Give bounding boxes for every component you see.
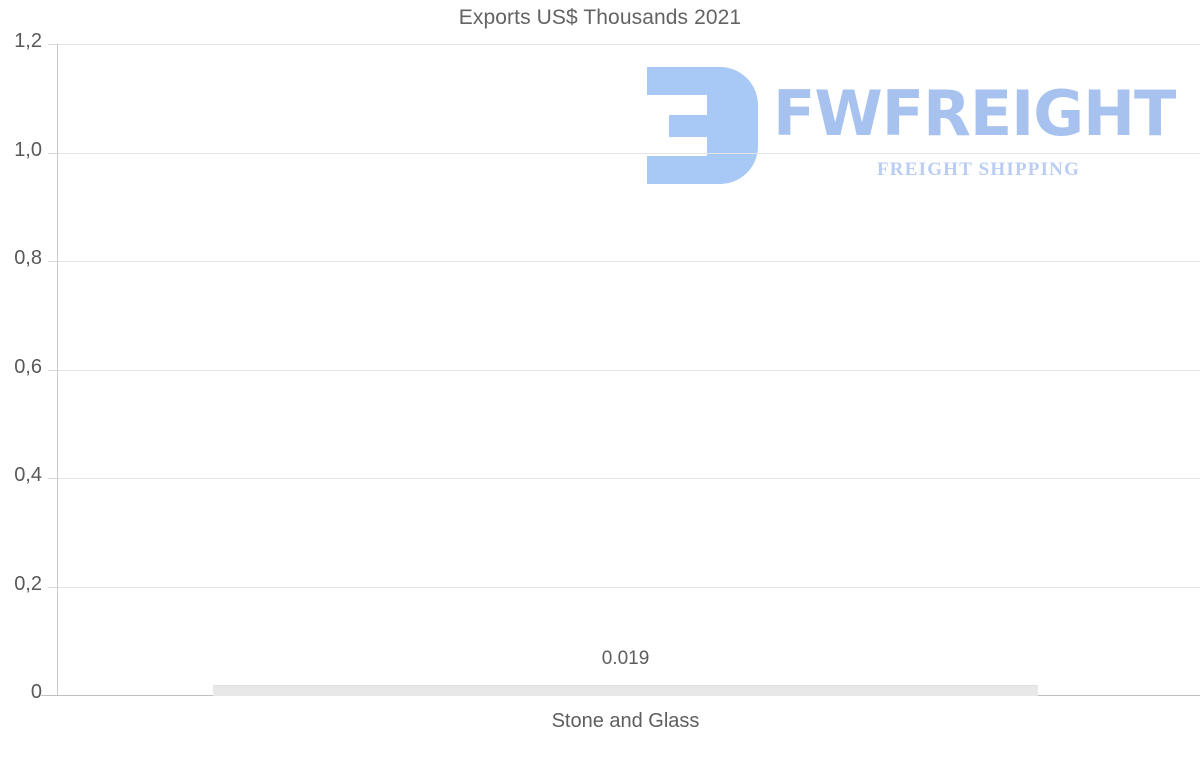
fwfreight-logo-mark — [647, 67, 758, 184]
y-axis-tick-label: 1,0 — [14, 139, 42, 161]
y-axis-tick-label: 0,8 — [14, 247, 42, 269]
gridline — [57, 261, 1200, 262]
x-axis-category-label: Stone and Glass — [551, 710, 700, 732]
y-axis-line — [57, 44, 58, 696]
gridline — [57, 587, 1200, 588]
chart-title: Exports US$ Thousands 2021 — [458, 6, 742, 29]
y-axis-tick — [48, 478, 57, 479]
bar[interactable] — [213, 684, 1038, 696]
gridline — [57, 153, 1200, 154]
y-axis-tick-label: 0 — [30, 681, 42, 703]
y-axis-tick — [48, 261, 57, 262]
y-axis-tick — [48, 44, 57, 45]
fwfreight-watermark: FWFREIGHT FREIGHT SHIPPING — [645, 58, 1176, 188]
bar-value-label: 0.019 — [601, 647, 650, 669]
gridline — [57, 370, 1200, 371]
y-axis-tick — [48, 587, 57, 588]
y-axis-tick-label: 0,6 — [14, 356, 42, 378]
y-axis-tick-label: 0,2 — [14, 573, 42, 595]
y-axis-tick — [48, 153, 57, 154]
y-axis-tick-label: 1,2 — [14, 30, 42, 52]
gridline — [57, 478, 1200, 479]
gridline — [57, 44, 1200, 45]
fwfreight-wordmark: FWFREIGHT — [773, 77, 1176, 150]
y-axis-tick — [48, 370, 57, 371]
fwfreight-tagline: FREIGHT SHIPPING — [877, 159, 1081, 180]
y-axis-tick-label: 0,4 — [14, 464, 42, 486]
